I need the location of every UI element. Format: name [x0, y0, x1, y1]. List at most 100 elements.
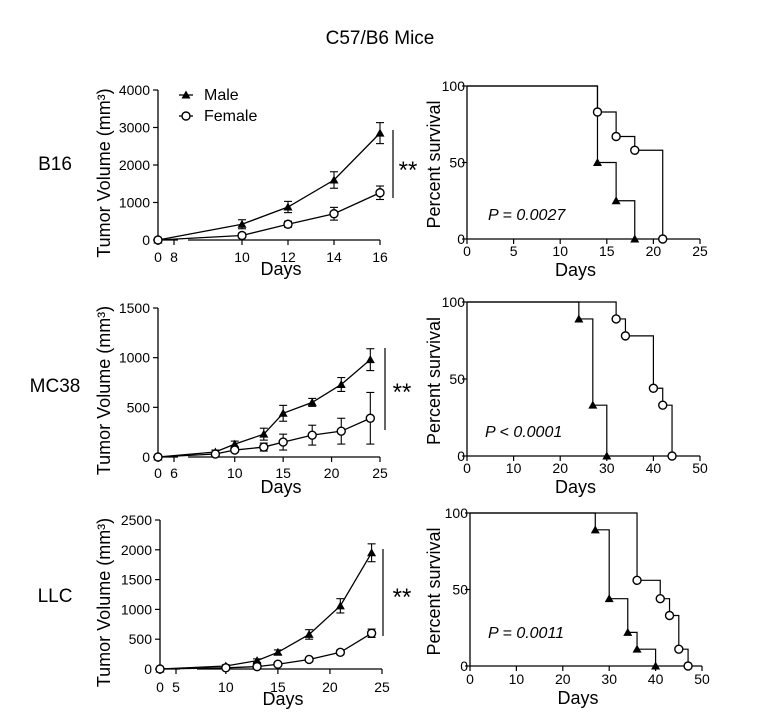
- female-point: [335, 647, 346, 658]
- x-tick-label: 6: [170, 465, 178, 481]
- female-point: [304, 654, 314, 665]
- p-value: P < 0.0001: [485, 424, 562, 441]
- x-tick-label: 0: [154, 465, 162, 481]
- female-point: [336, 426, 346, 436]
- x-tick-label: 16: [372, 249, 388, 265]
- x-tick-label: 0: [466, 671, 474, 687]
- female-censor-marker: [648, 383, 659, 393]
- female-point: [375, 188, 385, 198]
- x-axis-label: Days: [555, 477, 596, 497]
- y-axis-label: Percent survival: [424, 100, 444, 228]
- x-tick-label: 40: [648, 671, 664, 687]
- row-label: LLC: [38, 586, 73, 607]
- female-censor-marker: [667, 451, 677, 461]
- y-tick-label: 0: [142, 232, 150, 248]
- x-tick-label: 25: [374, 679, 390, 695]
- x-tick-label: 15: [270, 679, 286, 695]
- x-tick-label: 10: [227, 465, 243, 481]
- y-tick-label: 1500: [119, 300, 150, 316]
- female-point: [307, 430, 317, 440]
- female-point: [221, 663, 231, 673]
- x-tick-label: 20: [646, 243, 662, 259]
- male-point: [365, 355, 375, 364]
- y-tick-label: 0: [460, 658, 468, 674]
- figure-title: C57/B6 Mice: [326, 28, 435, 49]
- y-axis-label: Percent survival: [424, 527, 444, 655]
- male-point: [278, 408, 288, 417]
- y-tick-label: 50: [452, 582, 468, 598]
- x-tick-label: 0: [156, 679, 164, 695]
- x-tick-label: 10: [509, 671, 525, 687]
- x-tick-label: 30: [599, 460, 615, 476]
- x-tick-label: 20: [555, 671, 571, 687]
- male-point: [335, 601, 345, 610]
- y-tick-label: 1000: [121, 601, 152, 617]
- y-axis-label: Tumor Volume (mm³): [94, 88, 114, 257]
- female-point: [153, 452, 163, 462]
- significance-stars: **: [393, 584, 412, 611]
- female-point: [252, 661, 262, 672]
- female-censor-marker: [664, 610, 675, 621]
- male-censor-marker: [632, 644, 642, 653]
- x-tick-label: 20: [322, 679, 338, 695]
- female-censor-marker: [632, 575, 642, 586]
- x-axis-label: Days: [557, 688, 598, 708]
- female-censor-marker: [658, 234, 668, 244]
- female-censor-marker: [683, 661, 693, 671]
- x-tick-label: 0: [463, 460, 471, 476]
- male-censor-marker: [623, 627, 633, 636]
- male-censor-marker: [604, 594, 614, 603]
- male-censor-marker: [611, 196, 621, 205]
- x-tick-label: 0: [154, 249, 162, 265]
- male-point: [329, 175, 339, 184]
- male-point: [304, 629, 314, 638]
- female-censor-marker: [620, 331, 631, 341]
- y-tick-label: 3000: [119, 120, 150, 136]
- female-point: [329, 209, 339, 219]
- x-tick-label: 40: [646, 460, 662, 476]
- series-line-male: [157, 132, 381, 241]
- female-point: [278, 437, 288, 447]
- male-censor-marker: [630, 234, 640, 243]
- x-tick-label: 5: [510, 243, 518, 259]
- y-tick-label: 500: [127, 399, 151, 415]
- male-censor-marker: [651, 661, 661, 670]
- y-tick-label: 1500: [121, 572, 152, 588]
- male-point: [259, 429, 269, 438]
- x-tick-label: 8: [170, 249, 178, 265]
- x-tick-label: 14: [326, 249, 342, 265]
- series-line-female: [157, 192, 381, 241]
- female-censor-marker: [611, 131, 621, 142]
- y-tick-label: 100: [442, 78, 466, 94]
- x-tick-label: 15: [275, 465, 291, 481]
- x-tick-label: 10: [234, 249, 250, 265]
- row-label: B16: [38, 154, 72, 175]
- x-tick-label: 50: [692, 460, 708, 476]
- male-point: [237, 219, 247, 228]
- female-point: [259, 442, 269, 452]
- x-tick-label: 20: [552, 460, 568, 476]
- y-tick-label: 2000: [121, 542, 152, 558]
- male-point: [336, 379, 346, 388]
- x-tick-label: 15: [599, 243, 615, 259]
- male-point: [307, 397, 317, 406]
- row-label: MC38: [30, 376, 81, 397]
- y-tick-label: 1000: [119, 195, 150, 211]
- survival-curve-male: [470, 512, 657, 666]
- male-point: [252, 656, 262, 665]
- x-axis-label: Days: [260, 259, 301, 279]
- female-censor-marker: [655, 593, 665, 604]
- female-point: [155, 664, 165, 674]
- x-axis-label: Days: [555, 260, 596, 280]
- y-tick-label: 50: [449, 155, 465, 171]
- y-tick-label: 100: [442, 294, 466, 310]
- y-axis-label: Percent survival: [424, 317, 444, 445]
- p-value: P = 0.0027: [488, 207, 566, 224]
- male-point: [283, 202, 293, 211]
- female-point: [210, 449, 221, 459]
- male-censor-marker: [574, 314, 584, 323]
- male-point: [367, 548, 377, 557]
- x-tick-label: 25: [372, 465, 388, 481]
